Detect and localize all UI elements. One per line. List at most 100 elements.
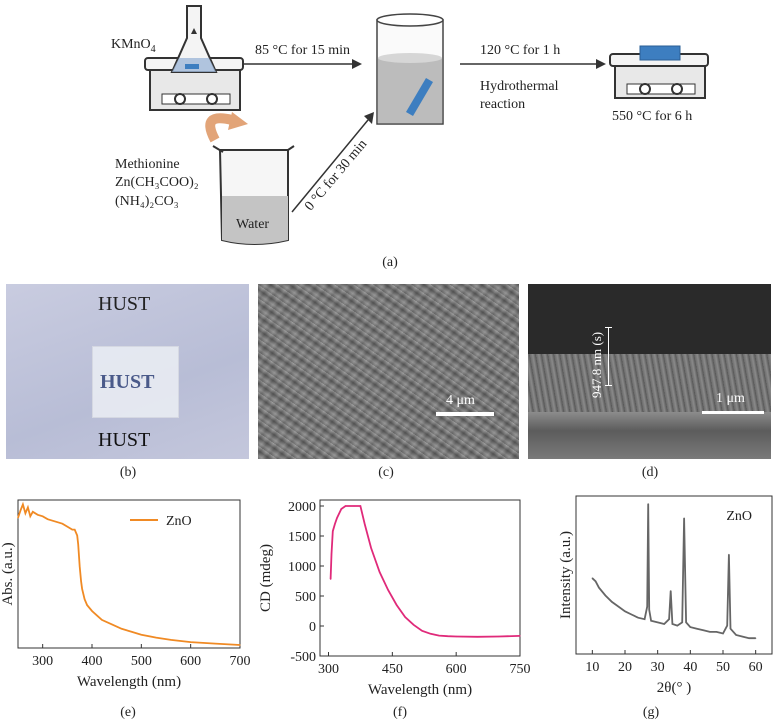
data-point <box>378 571 381 573</box>
data-point <box>726 624 728 627</box>
x-tick-label: 400 <box>82 654 103 669</box>
data-point <box>624 610 626 612</box>
reaction-vessel <box>376 13 444 125</box>
data-point <box>648 609 650 611</box>
x-tick-label: 30 <box>651 660 665 675</box>
y-axis-label: CD (mdeg) <box>258 544 274 612</box>
data-point <box>364 523 366 525</box>
data-point <box>77 543 79 545</box>
caption-e: (e) <box>120 705 136 720</box>
step1-label: 85 °C for 15 min <box>255 43 351 58</box>
hotplate-with-flask <box>144 5 244 111</box>
reagent-zinc-acetate: Zn(CH₃COO)₂ <box>115 175 199 190</box>
data-point <box>676 624 678 627</box>
data-point <box>74 529 76 531</box>
data-point <box>81 588 83 590</box>
data-point <box>47 518 49 520</box>
caption-d: (d) <box>641 465 659 480</box>
data-point <box>29 515 31 517</box>
data-point <box>395 604 398 606</box>
caption-c: (c) <box>378 465 394 480</box>
data-point <box>689 626 691 628</box>
data-point <box>79 566 81 568</box>
data-point <box>239 644 241 646</box>
data-point <box>421 630 423 632</box>
data-point <box>330 553 333 555</box>
beaker-water-label: Water <box>236 217 270 232</box>
data-point <box>681 621 683 623</box>
x-tick-label: 40 <box>683 660 697 675</box>
data-point <box>742 636 744 638</box>
data-point <box>644 618 646 620</box>
data-point <box>84 598 86 600</box>
x-tick-label: 600 <box>446 662 467 677</box>
data-point <box>22 503 24 506</box>
hust-bottom: HUST <box>98 429 151 451</box>
caption-g: (g) <box>642 705 660 720</box>
chart-e: 300 400 500 600 700 Wavelength (nm) Abs. (a.u.… <box>0 499 250 690</box>
y-axis-label: Abs. (a.u.) <box>0 542 16 605</box>
y-tick-label: -500 <box>290 650 316 665</box>
data-point <box>663 623 665 625</box>
film-layer <box>528 354 771 414</box>
caption-f: (f) <box>393 705 407 720</box>
y-tick-label: 500 <box>295 590 316 605</box>
data-point <box>51 520 54 522</box>
sem-top-view: 4 μm <box>258 284 519 459</box>
x-axis-label: 2θ(° ) <box>657 680 691 696</box>
data-point <box>637 617 639 619</box>
data-point <box>617 606 620 608</box>
data-point <box>330 578 332 580</box>
data-point <box>715 631 718 633</box>
x-tick-label: 60 <box>749 660 763 675</box>
data-point <box>61 523 64 525</box>
data-point <box>670 590 672 592</box>
data-point <box>604 594 606 597</box>
hotplate-with-substrate <box>609 45 709 99</box>
data-point <box>595 580 597 582</box>
hust-top: HUST <box>98 293 151 315</box>
legend-label: ZnO <box>166 514 192 529</box>
data-point <box>155 637 157 639</box>
kmno4-label: KMnO4 <box>111 37 156 55</box>
data-point <box>334 523 336 525</box>
scalebar-d-label: 1 μm <box>716 391 745 406</box>
y-tick-label: 2000 <box>288 500 316 515</box>
x-tick-label: 300 <box>32 654 53 669</box>
data-point <box>101 619 103 621</box>
scalebar-c-label: 4 μm <box>446 393 475 408</box>
y-tick-label: 0 <box>309 620 316 635</box>
data-point <box>359 505 362 507</box>
plot-frame <box>17 499 241 649</box>
data-point <box>447 635 449 637</box>
data-point <box>696 628 698 630</box>
data-point <box>27 506 29 508</box>
data-point <box>685 621 687 623</box>
data-point <box>650 620 652 622</box>
data-point <box>630 613 633 616</box>
series-line <box>329 505 521 638</box>
data-point <box>387 589 389 591</box>
data-point <box>344 505 347 507</box>
x-tick-label: 50 <box>716 660 730 675</box>
data-point <box>190 641 192 643</box>
substrate-layer <box>528 412 771 459</box>
data-point <box>647 503 649 505</box>
data-point <box>455 635 457 638</box>
chart-g: 10 20 30 40 50 60 2θ(° ) Intensity (a.u.) ZnO <box>558 495 773 696</box>
data-point <box>19 509 22 511</box>
y-tick-label: 1500 <box>288 530 316 545</box>
data-point <box>42 515 44 517</box>
data-point <box>683 517 685 519</box>
plot-frame <box>575 495 773 655</box>
hust-middle: HUST <box>100 371 155 393</box>
data-point <box>476 636 479 638</box>
glass-substrate <box>92 346 179 418</box>
caption-a: (a) <box>382 255 398 270</box>
data-point <box>404 616 406 618</box>
data-point <box>671 623 673 625</box>
data-point <box>735 634 737 636</box>
data-point <box>755 637 757 639</box>
data-point <box>86 604 88 606</box>
